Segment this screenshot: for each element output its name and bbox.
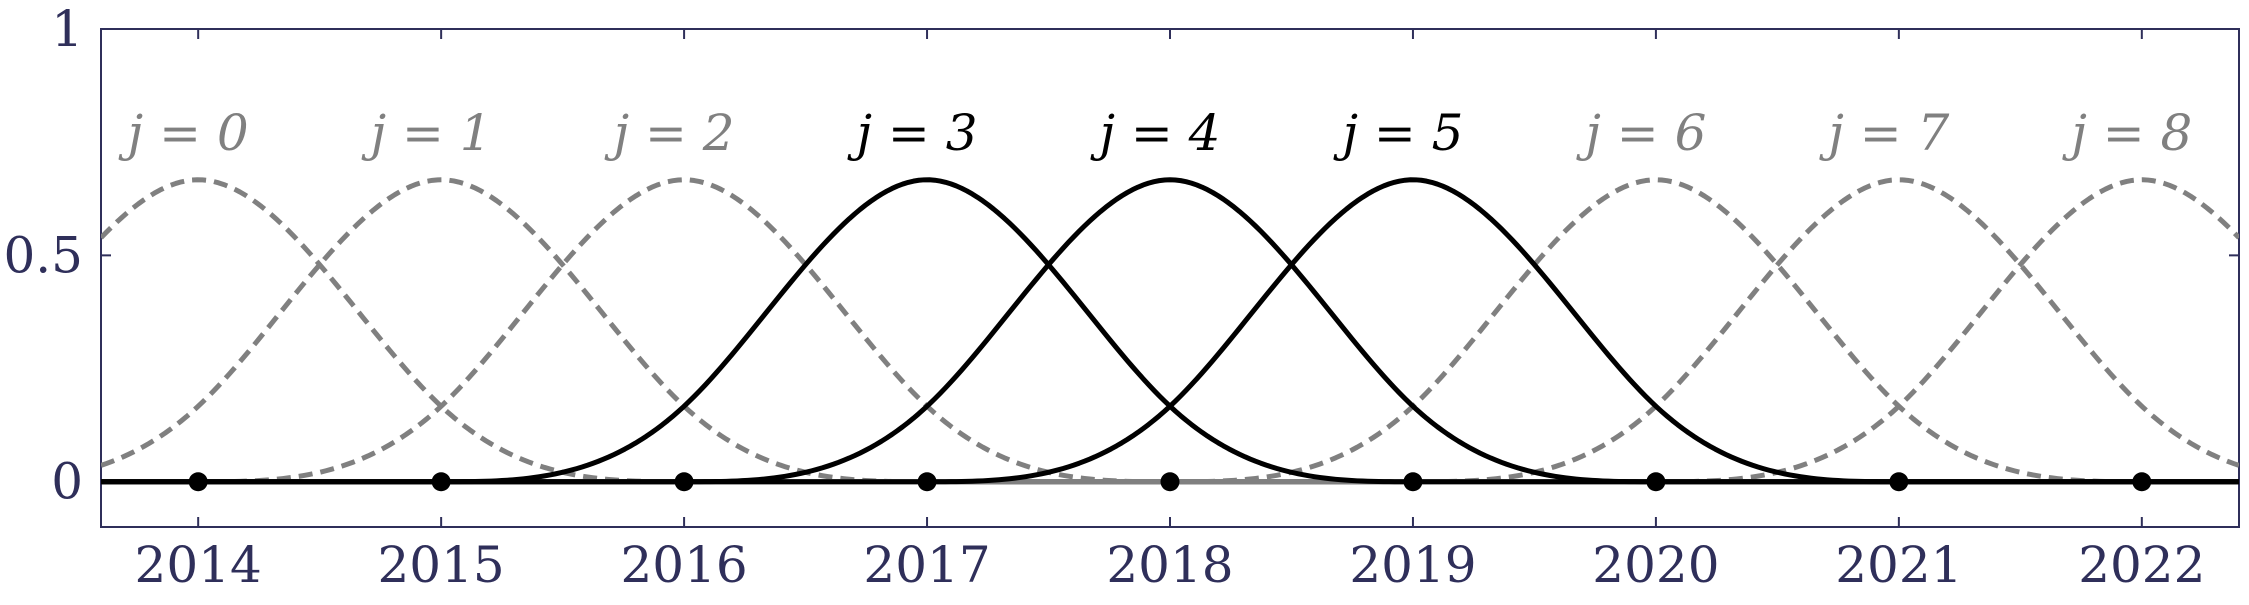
knot-markers bbox=[188, 472, 2152, 492]
series-line-j-3 bbox=[101, 177, 2239, 485]
curve-labels: j = 0 j = 1 j = 2 j = 3 j = 4 j = 5 j = 6 j = 7… bbox=[118, 104, 2193, 162]
curve-label: j = 3 bbox=[847, 104, 978, 162]
x-tick-label: 2022 bbox=[2078, 536, 2205, 594]
series-line-j-1 bbox=[101, 177, 2239, 485]
knot-point bbox=[2132, 472, 2152, 492]
axis-tick-labels: 2014 2015 2016 2017 2018 2019 2020 2021 2022 0 0.5… bbox=[3, 0, 2205, 594]
series-line-j-2 bbox=[101, 177, 2239, 485]
x-tick-label: 2017 bbox=[863, 536, 990, 594]
series-line-j-5 bbox=[101, 177, 2239, 485]
x-tick-label: 2016 bbox=[620, 536, 747, 594]
knot-point bbox=[1646, 472, 1666, 492]
knot-point bbox=[1403, 472, 1423, 492]
knot-point bbox=[1889, 472, 1909, 492]
series-line-j-0 bbox=[101, 177, 2239, 485]
x-tick-label: 2019 bbox=[1349, 536, 1476, 594]
knot-point bbox=[431, 472, 451, 492]
curve-label: j = 7 bbox=[1818, 104, 1949, 162]
series-line-j-8 bbox=[101, 177, 2239, 485]
curve-label: j = 4 bbox=[1090, 104, 1221, 162]
curve-label: j = 6 bbox=[1575, 104, 1706, 162]
knot-point bbox=[917, 472, 937, 492]
series-line-j-6 bbox=[101, 177, 2239, 485]
curve-label: j = 8 bbox=[2061, 104, 2192, 162]
curve-label: j = 5 bbox=[1332, 104, 1463, 162]
x-tick-label: 2014 bbox=[135, 536, 262, 594]
x-tick-label: 2021 bbox=[1835, 536, 1962, 594]
series-group bbox=[101, 177, 2239, 485]
series-line-j-7 bbox=[101, 177, 2239, 485]
x-tick-label: 2018 bbox=[1106, 536, 1233, 594]
x-tick-label: 2015 bbox=[378, 536, 505, 594]
curve-label: j = 0 bbox=[118, 104, 249, 162]
knot-point bbox=[674, 472, 694, 492]
series-line-j-4 bbox=[101, 177, 2239, 485]
curve-label: j = 2 bbox=[604, 104, 735, 162]
knot-point bbox=[1160, 472, 1180, 492]
y-tick-label: 0 bbox=[51, 453, 83, 511]
y-tick-label: 0.5 bbox=[3, 226, 83, 284]
y-tick-label: 1 bbox=[51, 0, 83, 58]
x-tick-label: 2020 bbox=[1592, 536, 1719, 594]
curve-label: j = 1 bbox=[361, 104, 492, 162]
knot-point bbox=[188, 472, 208, 492]
axis-ticks bbox=[101, 28, 2239, 527]
